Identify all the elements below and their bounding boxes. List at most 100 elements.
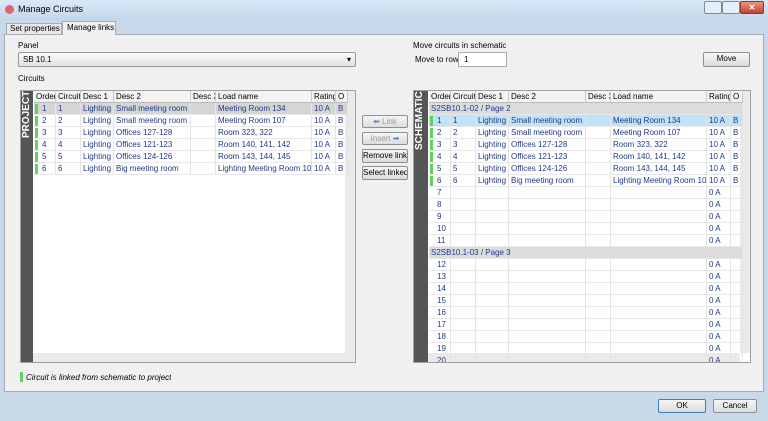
vertical-scrollbar[interactable]	[740, 91, 750, 353]
table-cell: Room 140, 141, 142	[216, 139, 312, 151]
empty-cell	[476, 211, 509, 223]
table-cell: Room 143, 144, 145	[216, 151, 312, 163]
table-row[interactable]: 2 2 Lighting Small meeting room 2 Meeting Ro…	[429, 127, 743, 139]
table-row[interactable]: 17 0 A	[429, 319, 743, 331]
empty-cell	[191, 139, 216, 151]
empty-cell	[611, 307, 707, 319]
table-cell: 10 A	[707, 151, 731, 163]
table-row[interactable]: 13 0 A	[429, 271, 743, 283]
table-cell: 1	[429, 115, 451, 127]
empty-cell	[731, 223, 743, 235]
arrow-icon: ⬅	[373, 117, 383, 126]
empty-cell	[586, 271, 611, 283]
table-row[interactable]: 4 4 Lighting Offices 121-123 Room 140, 141, …	[34, 139, 348, 151]
link-button[interactable]: ⬅ Link	[362, 115, 408, 128]
button-label: Link	[382, 117, 397, 126]
table-cell: B	[731, 151, 743, 163]
vertical-scrollbar[interactable]	[345, 91, 355, 353]
table-cell: 0 A	[707, 343, 731, 355]
insert-button[interactable]: Insert ➡	[362, 132, 408, 145]
table-row[interactable]: 15 0 A	[429, 295, 743, 307]
table-cell: 10 A	[707, 127, 731, 139]
table-cell: Offices 124-126	[509, 163, 586, 175]
table-row[interactable]: 6 6 Lighting Big meeting room Lighting Meeti…	[429, 175, 743, 187]
empty-cell	[586, 355, 611, 362]
table-cell: B	[336, 115, 348, 127]
link-marker	[430, 116, 433, 126]
table-row[interactable]: 9 0 A	[429, 211, 743, 223]
table-row[interactable]: 10 0 A	[429, 223, 743, 235]
empty-cell	[476, 355, 509, 362]
table-cell: Small meeting room 2	[114, 115, 191, 127]
empty-cell	[451, 199, 476, 211]
empty-cell	[191, 163, 216, 175]
table-row[interactable]: 4 4 Lighting Offices 121-123 Room 140, 141, …	[429, 151, 743, 163]
empty-cell	[586, 151, 611, 163]
table-cell: 10 A	[707, 175, 731, 187]
column-header: Circuit	[56, 91, 81, 103]
table-row[interactable]: 6 6 Lighting Big meeting room Lighting Meeti…	[34, 163, 348, 175]
maximize-button[interactable]	[722, 1, 740, 14]
table-row[interactable]: 16 0 A	[429, 307, 743, 319]
tab[interactable]: Set properties	[6, 23, 62, 35]
table-row[interactable]: 3 3 Lighting Offices 127-128 Room 323, 322 10…	[429, 139, 743, 151]
column-header: Desc 1	[476, 91, 509, 103]
move-button[interactable]: Move	[703, 52, 750, 67]
table-cell: Offices 121-123	[114, 139, 191, 151]
table-row[interactable]: 2 2 Lighting Small meeting room 2 Meeting Ro…	[34, 115, 348, 127]
table-row[interactable]: 8 0 A	[429, 199, 743, 211]
empty-cell	[476, 331, 509, 343]
table-row[interactable]: 11 0 A	[429, 235, 743, 247]
table-cell: B	[731, 115, 743, 127]
table-row[interactable]: 5 5 Lighting Offices 124-126 Room 143, 144, …	[429, 163, 743, 175]
table-cell: 19	[429, 343, 451, 355]
table-cell: 5	[429, 163, 451, 175]
empty-cell	[509, 331, 586, 343]
empty-cell	[586, 343, 611, 355]
table-cell: 10 A	[312, 127, 336, 139]
table-cell: 4	[56, 139, 81, 151]
table-cell: B	[731, 163, 743, 175]
table-row[interactable]: 14 0 A	[429, 283, 743, 295]
minimize-button[interactable]	[704, 1, 722, 14]
table-cell: Lighting	[81, 103, 114, 115]
close-button[interactable]: ✕	[740, 1, 764, 14]
table-cell: 7	[429, 187, 451, 199]
link-marker	[430, 176, 433, 186]
ok-button[interactable]: OK	[658, 399, 706, 413]
column-header: O	[731, 91, 743, 103]
empty-cell	[586, 307, 611, 319]
legend-text: Circuit is linked from schematic to proj…	[26, 373, 172, 382]
empty-cell	[509, 307, 586, 319]
tab-active[interactable]: Manage links	[62, 21, 116, 35]
table-row[interactable]: 1 1 Lighting Small meeting room 1 Meeting Ro…	[34, 103, 348, 115]
link-marker	[35, 164, 38, 174]
table-row[interactable]: 5 5 Lighting Offices 124-126 Room 143, 144, …	[34, 151, 348, 163]
column-header: Load name	[216, 91, 312, 103]
table-row[interactable]: 12 0 A	[429, 259, 743, 271]
move-row-input[interactable]: 1	[458, 52, 507, 67]
empty-cell	[476, 235, 509, 247]
move-label: Move circuits in schematic	[413, 41, 507, 50]
table-row[interactable]: 20 0 A	[429, 355, 743, 362]
panel-dropdown[interactable]: SB 10.1 ▾	[18, 52, 356, 67]
empty-cell	[476, 223, 509, 235]
empty-cell	[191, 103, 216, 115]
empty-cell	[509, 295, 586, 307]
table-row[interactable]: 18 0 A	[429, 331, 743, 343]
link-marker	[430, 128, 433, 138]
empty-cell	[586, 283, 611, 295]
table-row[interactable]: 1 1 Lighting Small meeting room 1 Meeting Ro…	[429, 115, 743, 127]
empty-cell	[451, 259, 476, 271]
horizontal-scrollbar[interactable]	[428, 353, 740, 362]
empty-cell	[731, 259, 743, 271]
horizontal-scrollbar[interactable]	[33, 353, 355, 362]
table-row[interactable]: 7 0 A	[429, 187, 743, 199]
title-bar: Manage Circuits ✕	[0, 0, 768, 20]
remove-link-button[interactable]: Remove link	[362, 149, 408, 163]
select-linked-button[interactable]: Select linked	[362, 166, 408, 180]
cancel-button[interactable]: Cancel	[713, 399, 757, 413]
table-row[interactable]: 3 3 Lighting Offices 127-128 Room 323, 322 10…	[34, 127, 348, 139]
table-row[interactable]: 19 0 A	[429, 343, 743, 355]
table-cell: Lighting	[81, 163, 114, 175]
